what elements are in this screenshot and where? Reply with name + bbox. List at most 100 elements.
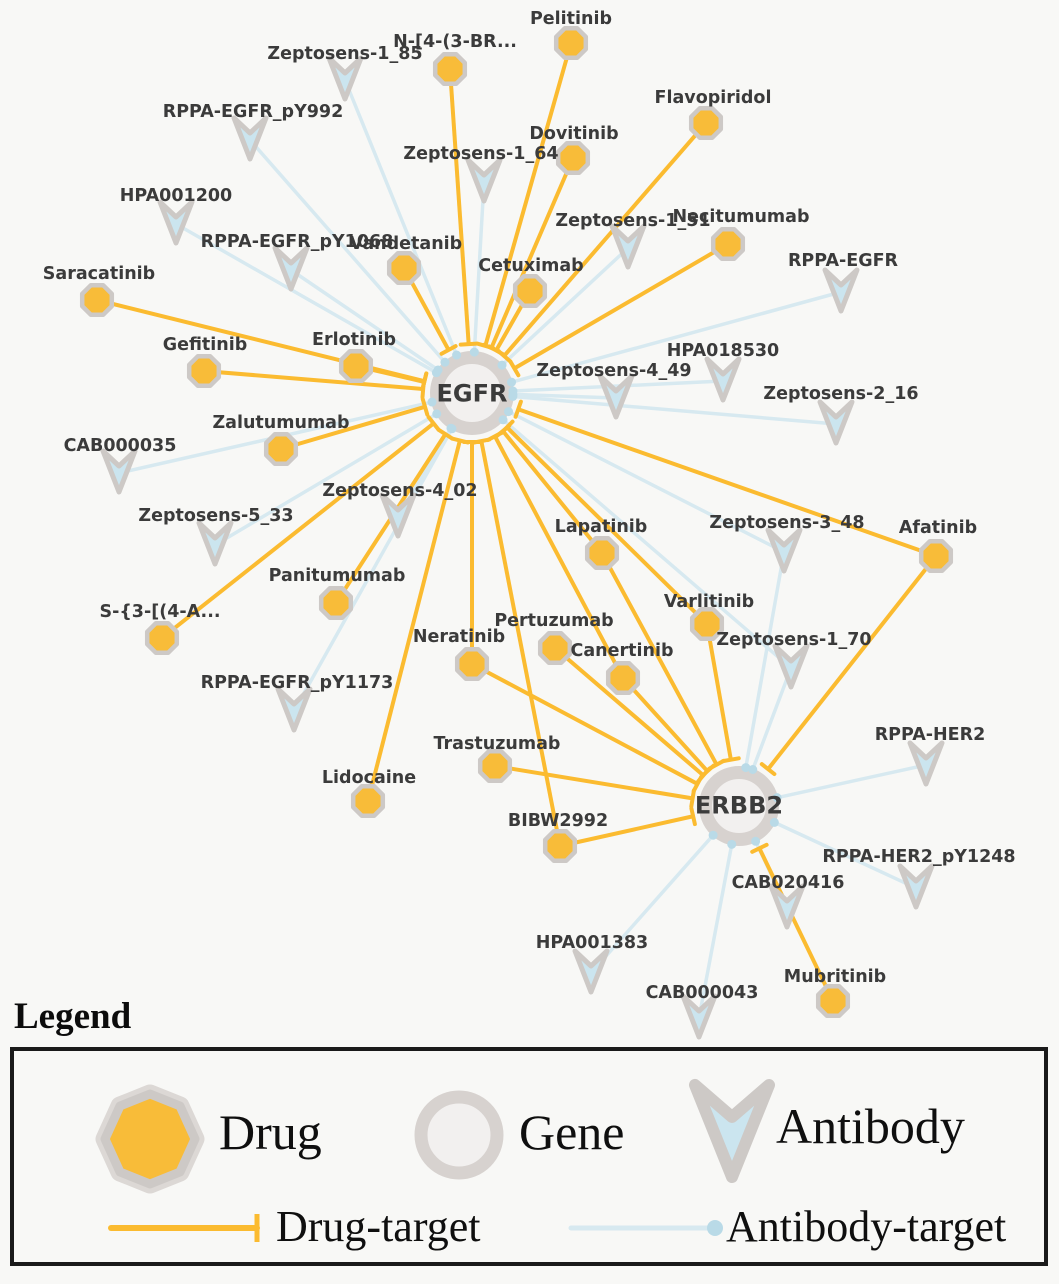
drug-target-edge xyxy=(559,814,694,848)
antibody-node-label: Zeptosens-3_48 xyxy=(709,513,864,533)
antibody-node xyxy=(231,115,269,162)
antibody-target-edge-label: Antibody-target xyxy=(726,1202,1007,1251)
drug-node-label: Erlotinib xyxy=(312,330,396,350)
antibody-node xyxy=(897,863,935,910)
drug-target-edge xyxy=(621,676,709,773)
antibody-target-edge xyxy=(472,181,486,353)
drug-legend-label: Drug xyxy=(219,1104,322,1160)
drug-edge-tee xyxy=(487,344,506,357)
drug-target-edge xyxy=(553,646,705,777)
antibody-node-label: RPPA-HER2_pY1248 xyxy=(822,847,1015,867)
drug-node-label: Zalutumumab xyxy=(212,413,349,433)
drug-node xyxy=(318,585,354,621)
antibody-target-edge-sample xyxy=(568,1220,723,1236)
antibody-edge-dot xyxy=(772,793,782,803)
drug-node-label: Vandetanib xyxy=(350,234,462,254)
antibody-node-label: Zeptosens-1_64 xyxy=(403,144,558,164)
drug-target-edge-sample xyxy=(108,1214,260,1242)
antibody-edge-dot xyxy=(432,409,442,419)
antibody-target-edge xyxy=(292,427,454,712)
antibody-target-edge xyxy=(751,667,793,771)
antibody-node-label: Zeptosens-1_51 xyxy=(555,211,710,231)
antibody-node xyxy=(817,399,855,446)
legend-box: Drug Gene Antibody Drug-target Antibody-… xyxy=(10,1047,1048,1266)
drug-node-label: Lapatinib xyxy=(555,517,648,537)
drug-target-edge xyxy=(489,157,575,349)
drug-target-edge xyxy=(502,121,708,358)
drug-target-edge xyxy=(203,369,424,391)
drug-node xyxy=(815,983,851,1019)
drug-node xyxy=(79,282,115,318)
drug-edge-tee xyxy=(759,762,777,777)
antibody-target-edge xyxy=(744,551,786,768)
antibody-edge-dot xyxy=(447,424,457,434)
drug-node-label: Gefitinib xyxy=(163,335,248,355)
antibody-target-edge xyxy=(773,820,917,890)
antibody-edge-dot xyxy=(433,365,443,375)
drug-node xyxy=(338,348,374,384)
drug-node-label: Pelitinib xyxy=(530,9,612,29)
drug-node xyxy=(350,783,386,819)
drug-node-label: Cetuximab xyxy=(478,256,583,276)
drug-node-label: Dovitinib xyxy=(529,124,618,144)
antibody-edge-dot xyxy=(427,397,437,407)
labels: EGFR ERBB2 Zeptosens-1_85 RPPA-EGFR_pY992 HP… xyxy=(43,9,1016,1003)
antibody-node-label: Zeptosens-5_33 xyxy=(138,506,293,526)
antibody-node-label: CAB000035 xyxy=(64,436,177,456)
gene-node xyxy=(699,766,779,846)
antibody-node-label: Zeptosens-4_49 xyxy=(536,361,691,381)
drug-node-label: Saracatinib xyxy=(43,264,155,284)
drug-edge-tee xyxy=(450,436,470,445)
antibody-node xyxy=(465,157,503,204)
drug-target-edge xyxy=(366,439,462,802)
antibody-node xyxy=(609,223,647,270)
antibody-node xyxy=(768,883,806,930)
antibody-node xyxy=(597,373,635,420)
drug-node xyxy=(263,431,299,467)
drug-node xyxy=(918,538,954,574)
drug-node-label: Neratinib xyxy=(413,627,505,647)
antibody-node-label: CAB000043 xyxy=(646,983,759,1003)
drug-target-edge xyxy=(501,429,604,555)
antibody-node xyxy=(572,948,610,995)
nodes xyxy=(79,25,954,1040)
drug-target-edge xyxy=(471,662,699,786)
drug-node xyxy=(386,250,422,286)
drug-target-edge xyxy=(448,68,471,345)
drug-node-label: Panitumumab xyxy=(269,566,406,586)
antibody-node-label: HPA018530 xyxy=(667,341,779,361)
drug-node xyxy=(144,620,180,656)
antibody-target-edge xyxy=(214,412,438,547)
antibody-target-edge xyxy=(500,246,630,367)
drug-node xyxy=(555,140,591,176)
drug-node xyxy=(553,25,589,61)
drug-node-label: Canertinib xyxy=(571,641,674,661)
drug-node-label: Necitumumab xyxy=(673,207,810,227)
antibody-node xyxy=(326,55,364,102)
antibody-target-edge xyxy=(512,392,617,400)
drug-edge-tee xyxy=(436,427,455,441)
antibody-target-edge xyxy=(343,79,459,356)
antibody-node xyxy=(275,686,313,733)
antibody-node xyxy=(157,199,195,246)
antibody-edge-dot xyxy=(469,347,479,357)
antibody-edge-dot xyxy=(727,839,737,849)
drug-node-label: BIBW2992 xyxy=(508,811,608,831)
antibody-target-edge xyxy=(248,138,447,364)
drug-target-edge xyxy=(505,425,709,626)
drug-target-edge xyxy=(513,242,730,371)
antibody-edge-dot xyxy=(769,817,779,827)
drug-target-edge-label: Drug-target xyxy=(276,1202,481,1251)
antibody-target-edge xyxy=(776,763,927,800)
drug-node-label: Pertuzumab xyxy=(494,611,613,631)
drug-target-edges xyxy=(96,42,938,1002)
drug-edge-tee xyxy=(750,842,769,854)
drug-node-label: Afatinib xyxy=(899,518,977,538)
antibody-node-label: Zeptosens-1_85 xyxy=(267,44,422,64)
drug-target-edge xyxy=(705,623,733,761)
antibody-node xyxy=(765,527,803,574)
antibody-node-label: Zeptosens-2_16 xyxy=(763,384,918,404)
antibody-edge-dot xyxy=(440,357,450,367)
gene-nodes xyxy=(430,351,779,846)
